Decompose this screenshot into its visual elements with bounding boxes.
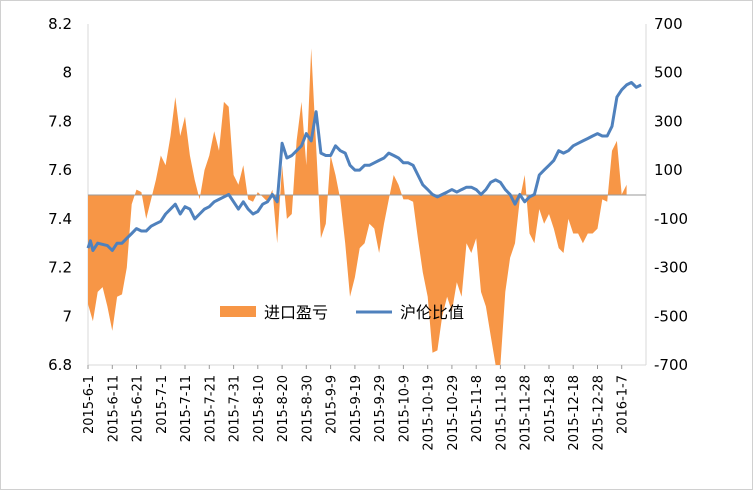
right-tick-label: 100 bbox=[654, 161, 683, 179]
x-tick-label: 2015-9-29 bbox=[373, 375, 388, 442]
x-tick-label: 2015-6-11 bbox=[106, 375, 121, 442]
x-tick-label: 2015-7-21 bbox=[203, 375, 218, 442]
x-tick-label: 2015-11-18 bbox=[494, 375, 509, 451]
x-tick-label: 2015-11-8 bbox=[470, 375, 485, 442]
left-tick-label: 7.8 bbox=[48, 112, 72, 130]
ratio-line bbox=[86, 81, 642, 252]
x-tick-label: 2015-8-30 bbox=[300, 375, 315, 442]
x-tick-label: 2015-12-18 bbox=[567, 375, 582, 451]
x-tick-label: 2015-7-1 bbox=[155, 375, 170, 434]
right-axis: -700 -500 -300 -100 100 300 500 700 bbox=[654, 15, 688, 374]
right-tick-label: -100 bbox=[654, 210, 688, 228]
import-profit-area bbox=[88, 48, 627, 366]
x-tick-label: 2015-10-9 bbox=[397, 375, 412, 442]
x-tick-label: 2015-12-28 bbox=[592, 375, 607, 451]
legend-swatch-import-profit bbox=[220, 306, 256, 317]
left-tick-label: 7.4 bbox=[48, 210, 72, 228]
left-tick-label: 8.2 bbox=[48, 15, 72, 33]
legend-label-import-profit: 进口盈亏 bbox=[264, 303, 328, 322]
legend: 进口盈亏 沪伦比值 bbox=[220, 303, 464, 322]
left-tick-label: 6.8 bbox=[48, 356, 72, 374]
x-tick-label: 2015-8-10 bbox=[252, 375, 267, 442]
right-tick-label: -500 bbox=[654, 307, 688, 325]
x-tick-label: 2015-8-20 bbox=[276, 375, 291, 442]
x-tick-label: 2015-6-1 bbox=[82, 375, 97, 434]
x-tick-label: 2015-7-31 bbox=[228, 375, 243, 442]
x-tick-label: 2015-6-21 bbox=[131, 375, 146, 442]
right-tick-label: 300 bbox=[654, 112, 683, 130]
import-profit-area-layer bbox=[88, 48, 627, 366]
x-tick-label: 2015-11-28 bbox=[519, 375, 534, 451]
left-tick-label: 7.6 bbox=[48, 161, 72, 179]
x-tick-label: 2015-9-19 bbox=[349, 375, 364, 442]
legend-label-ratio: 沪伦比值 bbox=[400, 303, 464, 322]
right-tick-label: -300 bbox=[654, 259, 688, 277]
left-tick-label: 8 bbox=[62, 64, 72, 82]
right-tick-label: -700 bbox=[654, 356, 688, 374]
right-tick-label: 500 bbox=[654, 64, 683, 82]
x-tick-label: 2015-7-11 bbox=[179, 375, 194, 442]
x-tick-label: 2015-10-29 bbox=[446, 375, 461, 451]
left-tick-label: 7 bbox=[62, 307, 72, 325]
x-tick-label: 2016-1-7 bbox=[616, 375, 631, 434]
left-axis: 6.8 7 7.2 7.4 7.6 7.8 8 8.2 bbox=[48, 15, 72, 374]
x-axis: 2015-6-1 2015-6-11 2015-6-21 2015-7-1 2015-7… bbox=[82, 365, 631, 451]
left-tick-label: 7.2 bbox=[48, 259, 72, 277]
x-tick-label: 2015-12-8 bbox=[543, 375, 558, 442]
right-tick-label: 700 bbox=[654, 15, 683, 33]
x-tick-label: 2015-9-9 bbox=[325, 375, 340, 434]
ratio-line-layer bbox=[86, 81, 642, 252]
x-tick-label: 2015-10-19 bbox=[422, 375, 437, 451]
